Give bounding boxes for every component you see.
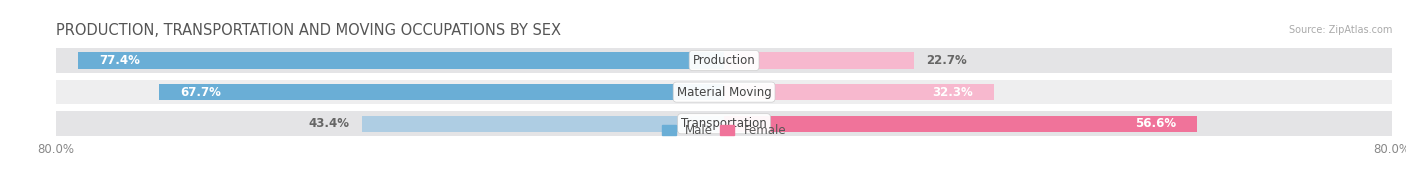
Bar: [724, 84, 994, 100]
Bar: [159, 84, 724, 100]
Text: Transportation: Transportation: [682, 117, 766, 130]
Bar: [56, 80, 1392, 104]
Text: 56.6%: 56.6%: [1135, 117, 1175, 130]
Legend: Male, Female: Male, Female: [662, 124, 786, 137]
Text: PRODUCTION, TRANSPORTATION AND MOVING OCCUPATIONS BY SEX: PRODUCTION, TRANSPORTATION AND MOVING OC…: [56, 23, 561, 38]
Text: 22.7%: 22.7%: [927, 54, 967, 67]
Text: Production: Production: [693, 54, 755, 67]
Bar: [56, 111, 1392, 136]
Bar: [724, 52, 914, 69]
Text: 77.4%: 77.4%: [98, 54, 139, 67]
Text: 32.3%: 32.3%: [932, 86, 973, 99]
Text: Source: ZipAtlas.com: Source: ZipAtlas.com: [1288, 25, 1392, 35]
Bar: [56, 48, 1392, 73]
Text: Material Moving: Material Moving: [676, 86, 772, 99]
Bar: [361, 115, 724, 132]
Bar: [77, 52, 724, 69]
Text: 67.7%: 67.7%: [180, 86, 221, 99]
Text: 43.4%: 43.4%: [308, 117, 349, 130]
Bar: [724, 115, 1197, 132]
